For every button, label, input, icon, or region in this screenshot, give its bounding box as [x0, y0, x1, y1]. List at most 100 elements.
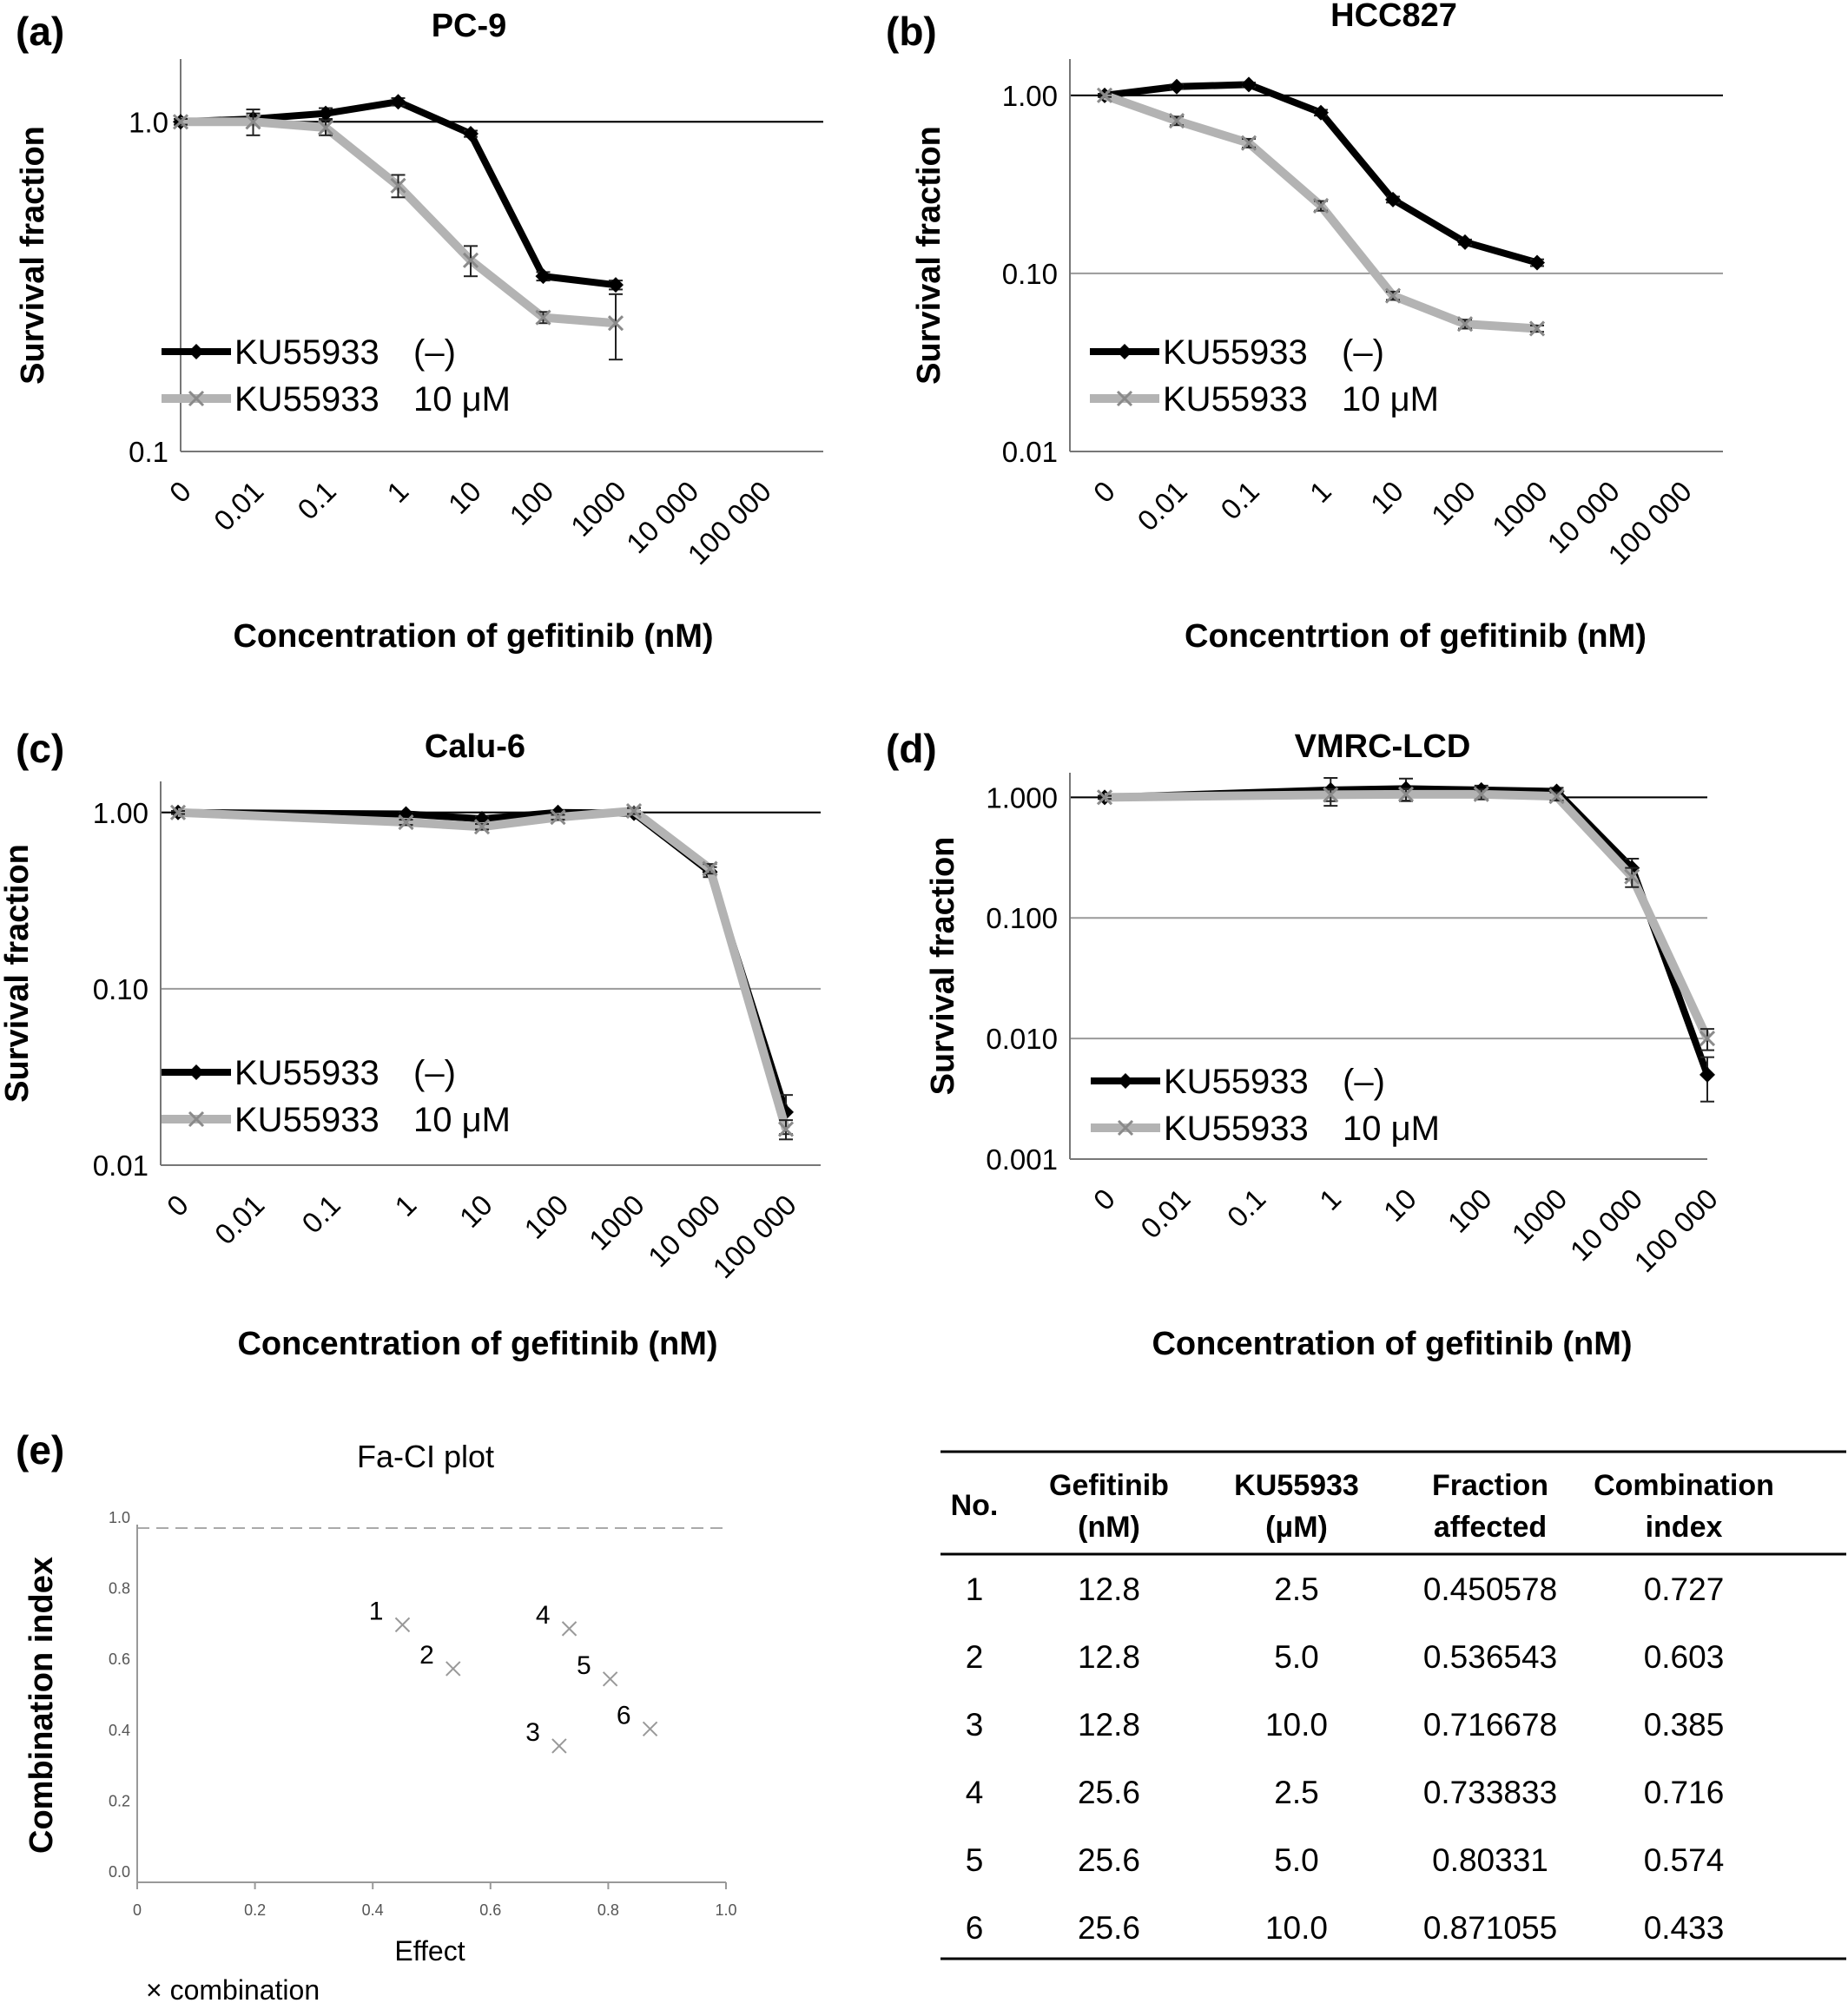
panel-letter: (a) — [16, 9, 64, 54]
x-tick-label: 0.01 — [208, 1189, 271, 1251]
y-tick-label: 1.000 — [986, 781, 1058, 814]
legend-suffix: (–) — [1343, 1063, 1385, 1101]
data-point — [169, 804, 187, 820]
x-axis-title: Concentration of gefitinib (nM) — [233, 618, 713, 655]
y-tick-label: 0.010 — [986, 1023, 1058, 1055]
legend-label: KU55933 — [234, 380, 380, 418]
legend: KU55933 (–) KU55933 10 μM — [1090, 333, 1439, 418]
data-point — [1699, 1031, 1716, 1047]
chart-title: PC-9 — [432, 8, 507, 44]
point-label: 5 — [577, 1651, 591, 1680]
scatter-point — [394, 1617, 411, 1633]
data-point — [550, 809, 566, 826]
legend-marker — [188, 390, 205, 407]
y-tick-label: 0.4 — [109, 1722, 130, 1739]
x-axis-title: Effect — [394, 1935, 465, 1967]
x-tick-label: 0 — [133, 1901, 142, 1919]
legend-label: KU55933 — [1164, 1110, 1309, 1148]
x-tick-label: 1 — [380, 475, 414, 509]
table-cell: 0.574 — [1644, 1842, 1725, 1878]
data-point — [535, 268, 551, 285]
data-point — [625, 802, 643, 820]
legend-suffix: 10 μM — [413, 1101, 511, 1139]
x-tick-label: 1000 — [1486, 475, 1554, 543]
x-tick-label: 0.1 — [291, 475, 342, 526]
table-row: 4 25.6 2.5 0.733833 0.716 — [966, 1775, 1725, 1810]
survival-chart-1: (b) HCC827 0.01 0.10 1.00 0 0.01 0.1 1 10 100 1000 1… — [886, 0, 1723, 655]
data-point — [473, 819, 491, 835]
data-point — [1096, 789, 1113, 806]
point-label: 3 — [525, 1718, 540, 1747]
legend-suffix: (–) — [413, 333, 456, 372]
y-tick-label: 1.00 — [1002, 80, 1058, 112]
y-tick-label: 0.001 — [986, 1143, 1058, 1176]
data-point — [777, 1121, 795, 1137]
point-label: 1 — [369, 1597, 384, 1625]
y-tick-label: 1.00 — [93, 797, 148, 829]
point-label: 4 — [536, 1601, 551, 1630]
legend-label: KU55933 — [1163, 380, 1308, 418]
x-tick-label: 1000 — [583, 1189, 650, 1256]
y-tick-label: 1.0 — [109, 1509, 130, 1526]
data-point — [702, 860, 718, 877]
table-cell: 0.385 — [1644, 1707, 1725, 1743]
data-point — [317, 119, 334, 136]
data-point — [1456, 316, 1474, 333]
data-point — [390, 94, 406, 110]
data-point — [1397, 786, 1415, 802]
table-row: 2 12.8 5.0 0.536543 0.603 — [966, 1639, 1725, 1675]
data-point — [607, 315, 624, 332]
series-1 — [1096, 87, 1546, 337]
legend: KU55933 (–) KU55933 10 μM — [162, 333, 511, 418]
legend: KU55933 (–) KU55933 10 μM — [1091, 1063, 1440, 1148]
data-point — [535, 309, 551, 326]
data-point — [1529, 254, 1545, 271]
x-axis-title: Concentration of gefitinib (nM) — [1152, 1326, 1632, 1362]
table-cell: 0.733833 — [1423, 1775, 1557, 1810]
point-label: 6 — [617, 1701, 631, 1730]
y-axis-title: Survival fraction — [15, 126, 51, 385]
x-tick-label: 100 — [1442, 1183, 1498, 1239]
y-tick-label: 0.8 — [109, 1580, 130, 1598]
series-line — [1104, 789, 1712, 1041]
data-point — [1312, 197, 1330, 214]
y-tick-label: 0.10 — [1002, 258, 1058, 290]
table-cell: 0.603 — [1644, 1639, 1725, 1675]
table-cell: 6 — [966, 1910, 984, 1946]
x-tick-label: 10 — [1364, 475, 1409, 520]
x-tick-label: 0.4 — [362, 1901, 384, 1919]
data-point — [1168, 113, 1185, 129]
x-tick-label: 0 — [161, 1189, 195, 1222]
y-tick-label: 0.01 — [1002, 436, 1058, 468]
data-point — [318, 105, 333, 122]
legend-marker — [188, 1110, 205, 1128]
table-cell: 5.0 — [1274, 1842, 1318, 1878]
x-tick-label: 100 000 — [706, 1189, 802, 1285]
series-line — [181, 117, 617, 328]
legend-label: × combination — [146, 1974, 320, 2003]
table-cell: 4 — [966, 1775, 984, 1810]
table-cell: 12.8 — [1078, 1707, 1140, 1743]
data-point — [1700, 1066, 1715, 1083]
data-point — [608, 277, 624, 293]
x-tick-label: 100 — [503, 475, 559, 531]
x-tick-label: 1.0 — [715, 1901, 736, 1919]
table-cell: 25.6 — [1078, 1842, 1140, 1878]
table-row: 3 12.8 10.0 0.716678 0.385 — [966, 1707, 1725, 1743]
y-axis-title: Combination index — [23, 1557, 60, 1854]
series-1 — [169, 802, 795, 1141]
panel-letter: (d) — [886, 726, 937, 771]
data-point — [1096, 87, 1113, 103]
x-tick-label: 0 — [1087, 475, 1121, 509]
y-tick-label: 0.6 — [109, 1650, 130, 1668]
scatter-point — [602, 1671, 618, 1687]
legend-label: KU55933 — [234, 333, 380, 372]
table-header: Combination — [1594, 1469, 1774, 1502]
table-header: Fraction — [1432, 1469, 1548, 1502]
x-tick-label: 0.8 — [597, 1901, 619, 1919]
y-tick-label: 0.2 — [109, 1792, 130, 1809]
table-header: KU55933 — [1234, 1469, 1359, 1502]
